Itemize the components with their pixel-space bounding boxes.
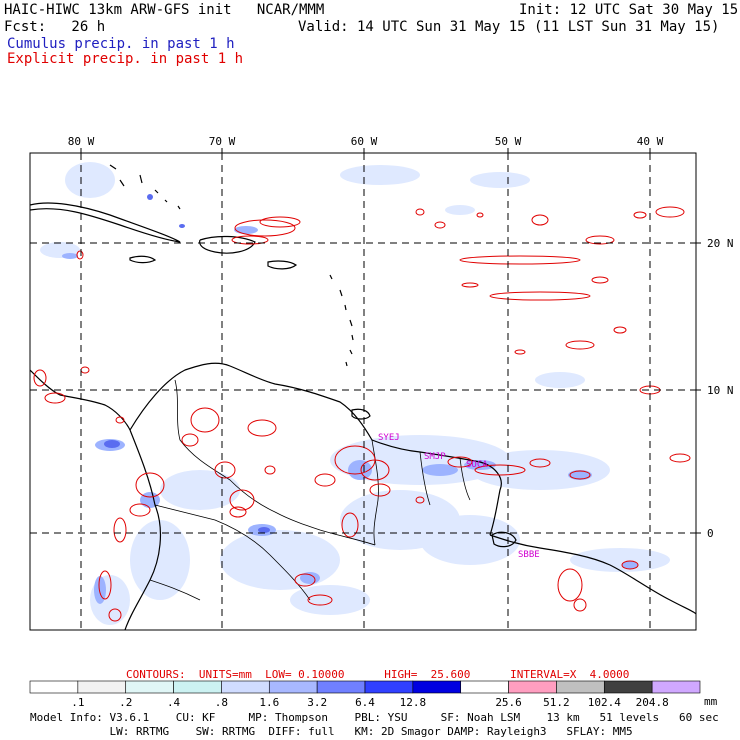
- forecast-hour: Fcst: 26 h: [4, 19, 106, 35]
- colorbar-tick-label: 204.8: [635, 696, 669, 709]
- colorbar-swatch: [316, 680, 366, 694]
- cumulus-precip-heavy: [104, 194, 270, 533]
- lon-label-70w: 70 W: [209, 135, 236, 148]
- lat-label-10n: 10 N: [707, 384, 734, 397]
- colorbar-swatch: [556, 680, 605, 694]
- colorbar-swatch: [125, 680, 174, 694]
- colorbar-swatch: [508, 680, 557, 694]
- colorbar-tick-label: 3.2: [307, 696, 328, 709]
- lon-label-80w: 80 W: [68, 135, 95, 148]
- colorbar-tick-label: 12.8: [399, 696, 427, 709]
- colorbar-swatch: [651, 680, 701, 694]
- explicit-precip-layer: [33, 206, 691, 622]
- colorbar-tick-label: 51.2: [543, 696, 570, 709]
- lon-label-60w: 60 W: [351, 135, 378, 148]
- graticule: [30, 153, 696, 630]
- lon-label-50w: 50 W: [495, 135, 522, 148]
- colorbar-swatch: [268, 680, 318, 694]
- model-info-line1: Model Info: V3.6.1 CU: KF MP: Thompson P…: [30, 711, 719, 724]
- lat-label-20n: 20 N: [707, 237, 734, 250]
- valid-time: Valid: 14 UTC Sun 31 May 15 (11 LST Sun …: [298, 19, 720, 35]
- colorbar-tick-label: 1.6: [259, 696, 280, 709]
- colorbar-swatch: [221, 680, 270, 694]
- colorbar-swatch: [29, 680, 79, 694]
- colorbar-swatch: [460, 680, 509, 694]
- model-info-line2: LW: RRTMG SW: RRTMG DIFF: full KM: 2D Sm…: [30, 725, 633, 738]
- colorbar-swatch: [173, 680, 222, 694]
- station-smjp: SMJP: [424, 452, 446, 462]
- colorbar-swatch: [603, 680, 653, 694]
- colorbar-unit: mm: [704, 695, 718, 708]
- coastline-layer: [30, 164, 696, 630]
- lat-label-0: 0: [707, 527, 714, 540]
- lon-label-40w: 40 W: [637, 135, 664, 148]
- colorbar-tick-label: .4: [166, 696, 181, 709]
- map-ticks: [80, 148, 701, 534]
- colorbar-tick-label: .1: [71, 696, 85, 709]
- legend-cumulus: Cumulus precip. in past 1 h: [7, 36, 235, 52]
- colorbar-tick-label: 6.4: [355, 696, 375, 709]
- colorbar: [29, 680, 701, 694]
- map-frame: [29, 152, 697, 631]
- legend-explicit: Explicit precip. in past 1 h: [7, 51, 244, 67]
- contours-info: CONTOURS: UNITS=mm LOW= 0.10000 HIGH= 25…: [126, 668, 630, 681]
- colorbar-tick-label: .8: [214, 696, 229, 709]
- station-syej: SYEJ: [378, 433, 400, 443]
- colorbar-tick-label: 25.6: [495, 696, 522, 709]
- colorbar-swatch: [364, 680, 414, 694]
- station-soca: SOCA: [466, 460, 488, 470]
- init-time: Init: 12 UTC Sat 30 May 15: [519, 2, 739, 18]
- cumulus-precip-layer: [40, 162, 670, 625]
- model-title: HAIC-HIWC 13km ARW-GFS init NCAR/MMM: [4, 2, 325, 18]
- station-sbbe: SBBE: [518, 550, 540, 560]
- colorbar-tick-label: 102.4: [587, 696, 621, 709]
- colorbar-tick-label: .2: [119, 696, 133, 709]
- colorbar-swatch: [77, 680, 127, 694]
- colorbar-swatch: [412, 680, 462, 694]
